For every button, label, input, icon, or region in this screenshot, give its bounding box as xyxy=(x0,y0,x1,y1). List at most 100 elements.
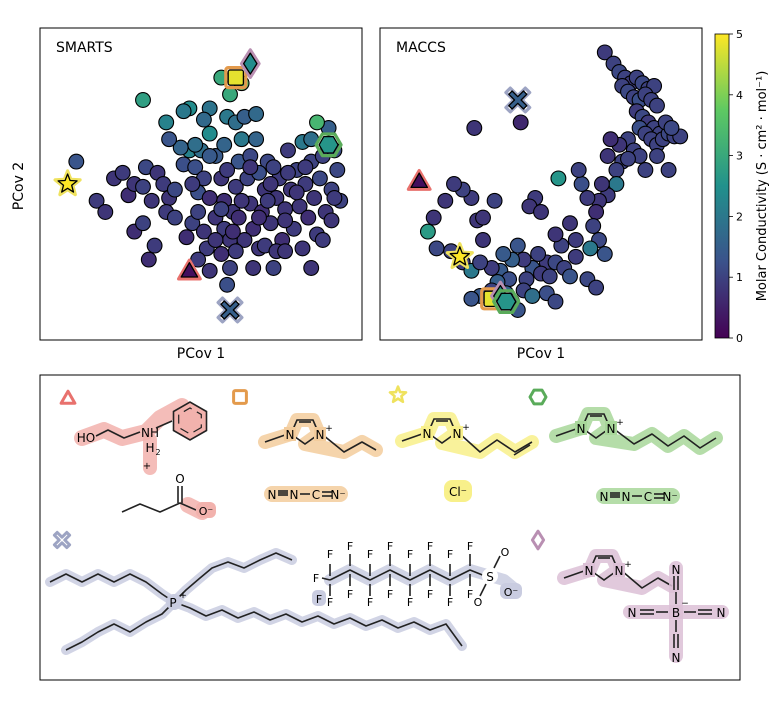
bond xyxy=(513,444,531,456)
atom-label: N xyxy=(672,563,681,577)
scatter-point xyxy=(245,260,262,276)
bond xyxy=(459,433,533,453)
atom-label: B xyxy=(672,606,680,620)
ion-highlight xyxy=(61,597,179,655)
scatter-point xyxy=(428,240,445,257)
scatter-point xyxy=(329,162,346,178)
scatter-point xyxy=(509,237,526,254)
scatter-point xyxy=(541,268,558,285)
atom-label: F xyxy=(327,596,333,609)
atom-label: N xyxy=(577,422,586,436)
benzene-ring xyxy=(172,401,208,441)
scatter-point xyxy=(135,178,151,195)
scatter-point xyxy=(596,246,613,262)
atom-label: F xyxy=(427,540,433,553)
scatter-point xyxy=(166,181,183,198)
highlight-x-outline xyxy=(216,296,244,324)
scatter-point xyxy=(306,190,323,206)
scatter-point xyxy=(158,114,175,131)
colorbar-tick-label: 1 xyxy=(736,271,743,284)
scatter-point xyxy=(582,240,599,257)
bond xyxy=(49,573,175,603)
label-bg xyxy=(196,502,216,518)
smarts-panel: SMARTS PCov 1 xyxy=(39,27,363,362)
smarts-xlabel: PCov 1 xyxy=(177,346,225,362)
structure-star-icon xyxy=(388,385,408,404)
atom-label: + xyxy=(143,461,151,472)
scatter-point xyxy=(216,136,233,153)
scatter-point xyxy=(233,131,250,148)
scatter-point xyxy=(172,139,189,156)
scatter-point xyxy=(248,106,265,122)
scatter-point xyxy=(463,290,480,307)
scatter-point xyxy=(567,248,584,265)
atom-label: C xyxy=(312,488,320,502)
scatter-point xyxy=(486,192,503,209)
atom-label: H xyxy=(145,441,154,455)
atom-label: F xyxy=(427,588,433,601)
atom-label: F xyxy=(387,540,393,553)
scatter-point xyxy=(323,212,340,229)
highlight-star-outline xyxy=(445,242,474,269)
scatter-point xyxy=(201,125,218,142)
atom-label: N xyxy=(453,427,462,441)
atom-label: F xyxy=(327,548,333,561)
atom-label: O xyxy=(474,596,483,609)
scatter-point xyxy=(114,164,131,181)
bond xyxy=(65,601,175,651)
highlight-hexagon-outline xyxy=(314,132,343,158)
bond xyxy=(563,570,585,579)
atom-label: O xyxy=(175,472,184,486)
bond xyxy=(121,502,197,513)
atom-label: O⁻ xyxy=(504,586,519,599)
structure-triangle-icon xyxy=(59,389,77,405)
highlight-diamond-outline xyxy=(239,48,261,79)
scatter-point xyxy=(437,192,454,209)
structure-x-icon xyxy=(52,530,72,550)
scatter-point xyxy=(585,218,602,234)
atom-label: N xyxy=(717,606,726,620)
bond xyxy=(401,433,423,442)
atom-label: N xyxy=(423,427,432,441)
structure-hexagon-icon xyxy=(528,388,548,406)
label-bg xyxy=(575,421,587,435)
scatter-point xyxy=(547,226,564,243)
scatter-point xyxy=(187,136,204,153)
scatter-point xyxy=(562,268,578,285)
atom-label: Cl⁻ xyxy=(449,485,467,499)
scatter-point xyxy=(637,162,654,178)
scatter-point xyxy=(219,162,236,178)
structures-panel: HO NHH 2+OO⁻N N +N N C N⁻N N +Cl⁻N N +N N C N⁻P +FFFFFF… xyxy=(45,385,729,665)
scatter-point xyxy=(326,190,343,206)
atom-label: O⁻ xyxy=(199,505,214,518)
atom-label: + xyxy=(325,424,333,434)
scatter-point xyxy=(207,232,224,248)
scatter-point xyxy=(135,92,151,108)
scatter-point xyxy=(588,279,605,296)
scatter-point xyxy=(184,176,201,192)
colorbar-tick-label: 0 xyxy=(736,332,743,345)
scatter-point xyxy=(533,204,549,220)
highlight-triangle-marker xyxy=(180,262,199,278)
scatter-point xyxy=(425,209,442,226)
scatter-point xyxy=(599,148,616,164)
scatter-point xyxy=(88,192,105,209)
scatter-point xyxy=(265,159,282,176)
atom-label: S xyxy=(486,570,494,584)
ion-highlight xyxy=(45,569,179,607)
atom-label: F xyxy=(347,588,353,601)
atom-label: + xyxy=(462,423,470,433)
atom-label: C xyxy=(644,490,652,504)
atom-label: F xyxy=(316,593,322,606)
scatter-point xyxy=(280,164,296,181)
label-bg xyxy=(482,568,498,584)
structure-diamond-icon xyxy=(530,529,546,551)
scatter-point xyxy=(649,97,665,114)
scatter-point xyxy=(277,243,294,260)
atom-label: N xyxy=(286,428,295,442)
scatter-point xyxy=(588,204,605,220)
structures-frame xyxy=(39,374,741,681)
bond xyxy=(264,434,286,443)
bond xyxy=(493,555,501,569)
